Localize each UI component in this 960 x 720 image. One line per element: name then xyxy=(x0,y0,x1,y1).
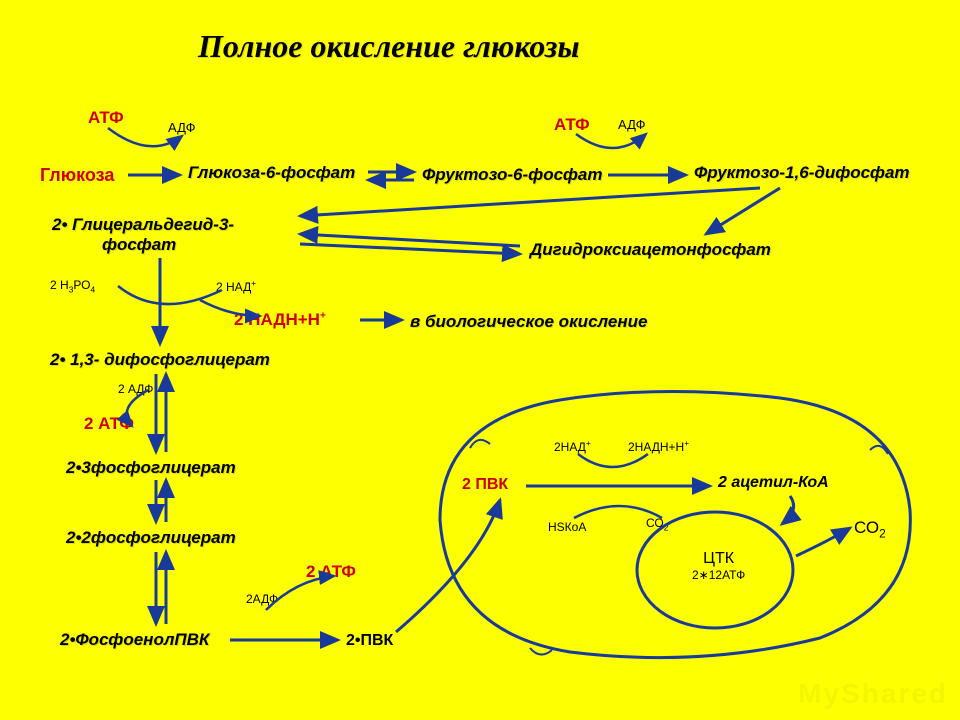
nadh-label: 2 НАДН+Н+ xyxy=(234,310,326,330)
page-title: Полное окисление глюкозы xyxy=(198,28,580,65)
f16bp-label: Фруктозо-1,6-дифосфат xyxy=(694,163,910,183)
g3p-label: 2• Глицеральдегид-3- фосфат xyxy=(52,215,234,256)
acoa-label: 2 ацетил-КоА xyxy=(718,474,829,492)
pg2-label: 2•2фосфоглицерат xyxy=(66,528,236,548)
pvk-label: 2•ПВК xyxy=(346,632,393,650)
atp-2x-b-label: 2 АТФ xyxy=(306,562,356,582)
adp-label-1: АДФ xyxy=(168,120,196,135)
watermark: MyShared xyxy=(798,678,948,710)
g3p-line2: фосфат xyxy=(102,235,176,254)
bio-ox-label: в биологическое окисление xyxy=(410,312,647,332)
atp-label-1: АТФ xyxy=(88,108,124,128)
pvk2-label: 2 ПВК xyxy=(462,476,508,494)
glucose-label: Глюкоза xyxy=(40,165,114,186)
pep-label: 2•ФосфоенолПВК xyxy=(60,630,209,650)
nadh2-mito-label: 2НАДН+Н+ xyxy=(628,438,689,454)
tca-label: ЦТК 2∗12АТФ xyxy=(692,550,745,582)
g3p-line1: 2• Глицеральдегид-3- xyxy=(52,215,234,234)
g6p-label: Глюкоза-6-фосфат xyxy=(188,163,355,183)
h3po4-label: 2 Н3РО4 xyxy=(50,278,95,294)
f6p-label: Фруктозо-6-фосфат xyxy=(422,165,602,185)
tca-name: ЦТК xyxy=(692,550,745,568)
atp-2x-label: 2 АТФ xyxy=(84,414,134,434)
hskoa-label: HSКоА xyxy=(548,520,586,534)
co2-inner-label: СО2 xyxy=(646,516,668,532)
nad2-plus-label: 2НАД+ xyxy=(554,438,591,454)
dhap-label: Дигидроксиацетонфосфат xyxy=(530,240,771,260)
adp-2x-label: 2 АДФ xyxy=(118,382,153,396)
adp-label-2: АДФ xyxy=(618,117,646,132)
pg3-label: 2•3фосфоглицерат xyxy=(66,458,236,478)
co2-outer-label: СО2 xyxy=(854,518,886,540)
tca-atp: 2∗12АТФ xyxy=(692,568,745,582)
nad-plus-label: 2 НАД+ xyxy=(216,278,256,294)
adp-2x-b-label: 2АДФ xyxy=(246,592,278,606)
atp-label-2: АТФ xyxy=(554,115,590,135)
bpg13-label: 2• 1,3- дифосфоглицерат xyxy=(50,350,270,370)
